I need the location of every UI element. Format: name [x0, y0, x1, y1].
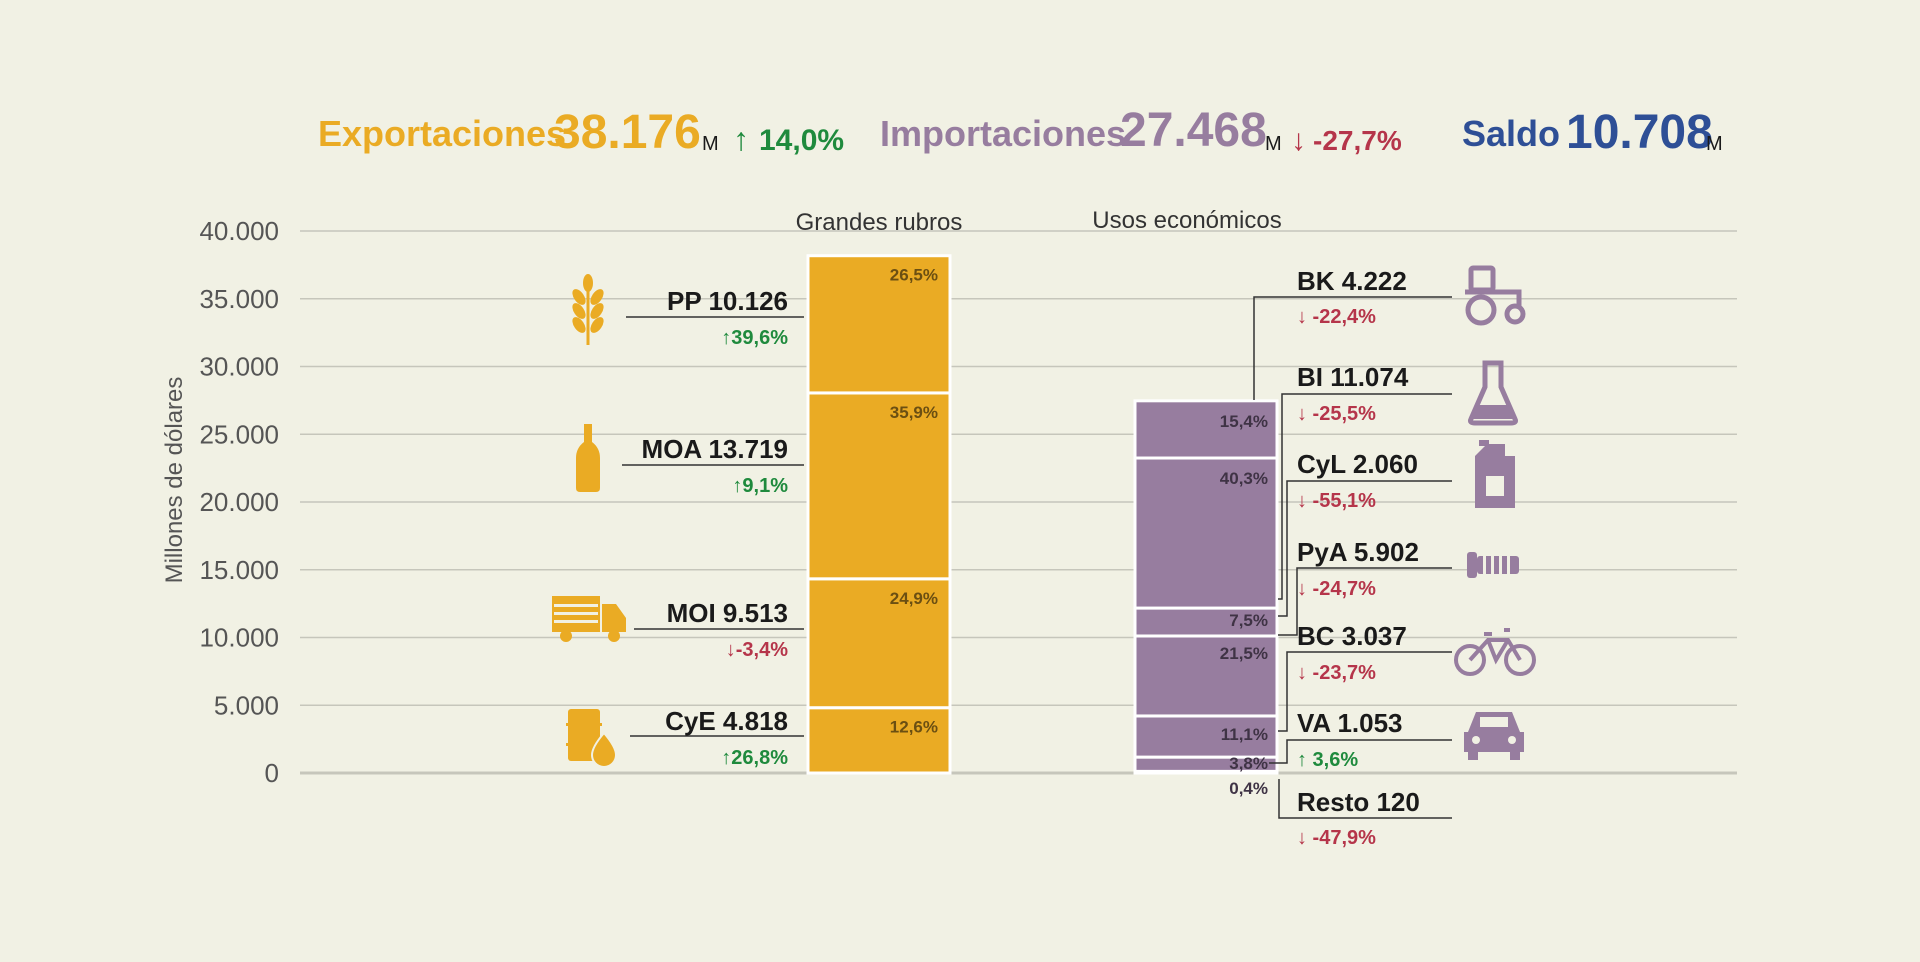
grid — [300, 230, 1737, 775]
callout-line — [1253, 296, 1452, 400]
exports-change-arrow: ↑ — [733, 121, 749, 157]
flask-icon — [1468, 360, 1518, 426]
car-icon — [1464, 712, 1524, 760]
exports-value: 38.176 — [554, 106, 701, 159]
bar-segment-cyl — [1133, 606, 1279, 638]
callout-line — [1278, 567, 1452, 636]
exports-label: Exportaciones — [318, 113, 566, 154]
tractor-icon — [1465, 265, 1526, 326]
wheat-icon — [572, 274, 604, 345]
y-tick-label: 0 — [265, 758, 279, 788]
header: Exportaciones 38.176 M ↑ 14,0% Importaci… — [318, 104, 1723, 159]
callout-line — [1269, 739, 1452, 764]
segment-change: ↓ -23,7% — [1297, 662, 1376, 684]
bottle-icon — [576, 424, 600, 492]
bar-segment-bk — [1133, 399, 1279, 460]
balance-value: 10.708 — [1566, 106, 1713, 159]
balance-unit: M — [1706, 133, 1723, 155]
bicycle-icon — [1454, 628, 1536, 676]
segment-change: ↓ -22,4% — [1297, 306, 1376, 328]
callout-line — [1278, 779, 1452, 819]
imports-change: -27,7% — [1313, 125, 1402, 156]
segment-name: VA 1.053 — [1297, 708, 1403, 738]
share-label: 21,5% — [1220, 644, 1268, 663]
group-title-grandes-rubros: Grandes rubros — [796, 209, 963, 236]
segment-name: BI 11.074 — [1297, 362, 1409, 392]
imports-value: 27.468 — [1120, 104, 1267, 157]
segment-change: ↓ -24,7% — [1297, 578, 1376, 600]
segment-name: BK 4.222 — [1297, 266, 1407, 296]
y-axis: 0 5.000 10.000 15.000 20.000 25.000 30.000 35.0… — [199, 216, 279, 788]
segment-change: ↓-3,4% — [726, 639, 788, 661]
share-label: 24,9% — [890, 589, 938, 608]
share-label: 26,5% — [890, 266, 938, 285]
segment-change: ↑9,1% — [732, 475, 788, 497]
segment-change: ↑26,8% — [721, 747, 788, 769]
jerrycan-icon — [1475, 440, 1515, 508]
group-title-usos-economicos: Usos económicos — [1092, 207, 1281, 234]
exports-unit: M — [702, 133, 719, 155]
imports-label: Importaciones — [880, 113, 1126, 154]
bar-segment-moi — [806, 577, 952, 710]
share-label: 12,6% — [890, 718, 938, 737]
callout-line — [1278, 480, 1452, 617]
segment-change: ↑ 3,6% — [1297, 749, 1358, 771]
segment-change: ↓ -25,5% — [1297, 403, 1376, 425]
segment-name: CyL 2.060 — [1297, 449, 1418, 479]
share-label: 3,8% — [1229, 754, 1268, 773]
bar-segment-bi — [1133, 456, 1279, 610]
segment-name: CyE 4.818 — [665, 706, 788, 736]
segment-change: ↓ -55,1% — [1297, 490, 1376, 512]
segment-name: Resto 120 — [1297, 787, 1420, 817]
segment-name: MOA 13.719 — [642, 434, 788, 464]
segment-change: ↓ -47,9% — [1297, 827, 1376, 849]
segment-name: PyA 5.902 — [1297, 537, 1419, 567]
segment-name: PP 10.126 — [667, 286, 788, 316]
segment-name: MOI 9.513 — [667, 598, 788, 628]
y-tick-label: 5.000 — [214, 690, 279, 720]
callout-line — [1278, 393, 1452, 600]
y-tick-label: 10.000 — [199, 623, 279, 653]
fuel-drum-icon — [566, 709, 618, 768]
callout-line — [1278, 651, 1452, 732]
segment-change: ↑39,6% — [721, 327, 788, 349]
bar-segment-pya — [1133, 634, 1279, 718]
screw-icon — [1467, 552, 1519, 578]
share-label: 0,4% — [1229, 779, 1268, 798]
y-tick-label: 35.000 — [199, 284, 279, 314]
bar-segment-pp — [806, 254, 952, 395]
share-label: 40,3% — [1220, 469, 1268, 488]
y-tick-label: 25.000 — [199, 419, 279, 449]
y-tick-label: 20.000 — [199, 487, 279, 517]
y-axis-label: Millones de dólares — [161, 377, 188, 584]
y-tick-label: 30.000 — [199, 352, 279, 382]
y-tick-label: 40.000 — [199, 216, 279, 246]
balance-label: Saldo — [1462, 113, 1560, 154]
imports-change-arrow: ↓ — [1291, 124, 1306, 157]
y-tick-label: 15.000 — [199, 555, 279, 585]
segment-name: BC 3.037 — [1297, 621, 1407, 651]
share-label: 7,5% — [1229, 611, 1268, 630]
truck-icon — [552, 596, 626, 642]
share-label: 11,1% — [1221, 725, 1268, 744]
imports-unit: M — [1265, 133, 1282, 155]
exports-change: 14,0% — [759, 124, 844, 157]
share-label: 15,4% — [1220, 412, 1268, 431]
share-label: 35,9% — [890, 403, 938, 422]
